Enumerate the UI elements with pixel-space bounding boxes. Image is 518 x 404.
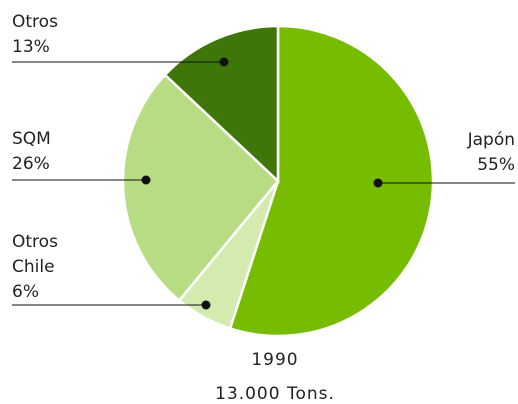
slice-name: Otros Chile — [12, 232, 58, 277]
slice-name: SQM — [12, 129, 51, 149]
slice-value: 55% — [477, 155, 515, 175]
slice-label: SQM 26% — [12, 127, 72, 177]
slice-label: Otros 13% — [12, 10, 72, 60]
pie-slice — [121, 73, 280, 303]
slice-name: Japón — [467, 130, 515, 150]
chart-subtitle: 1990 — [251, 350, 299, 370]
slice-name: Otros — [12, 12, 58, 32]
slice-label: Japón 55% — [455, 128, 515, 178]
slice-label: Otros Chile 6% — [12, 230, 72, 305]
slice-value: 13% — [12, 37, 50, 57]
slice-value: 6% — [12, 282, 39, 302]
slice-value: 26% — [12, 154, 50, 174]
leader-dot — [219, 57, 229, 67]
pie-slice — [163, 24, 280, 184]
pie-slice — [228, 24, 435, 338]
chart-caption: 13.000 Tons. — [215, 384, 335, 404]
leader-dot — [141, 175, 151, 185]
leader-dot — [373, 178, 383, 188]
leader-dot — [201, 300, 211, 310]
